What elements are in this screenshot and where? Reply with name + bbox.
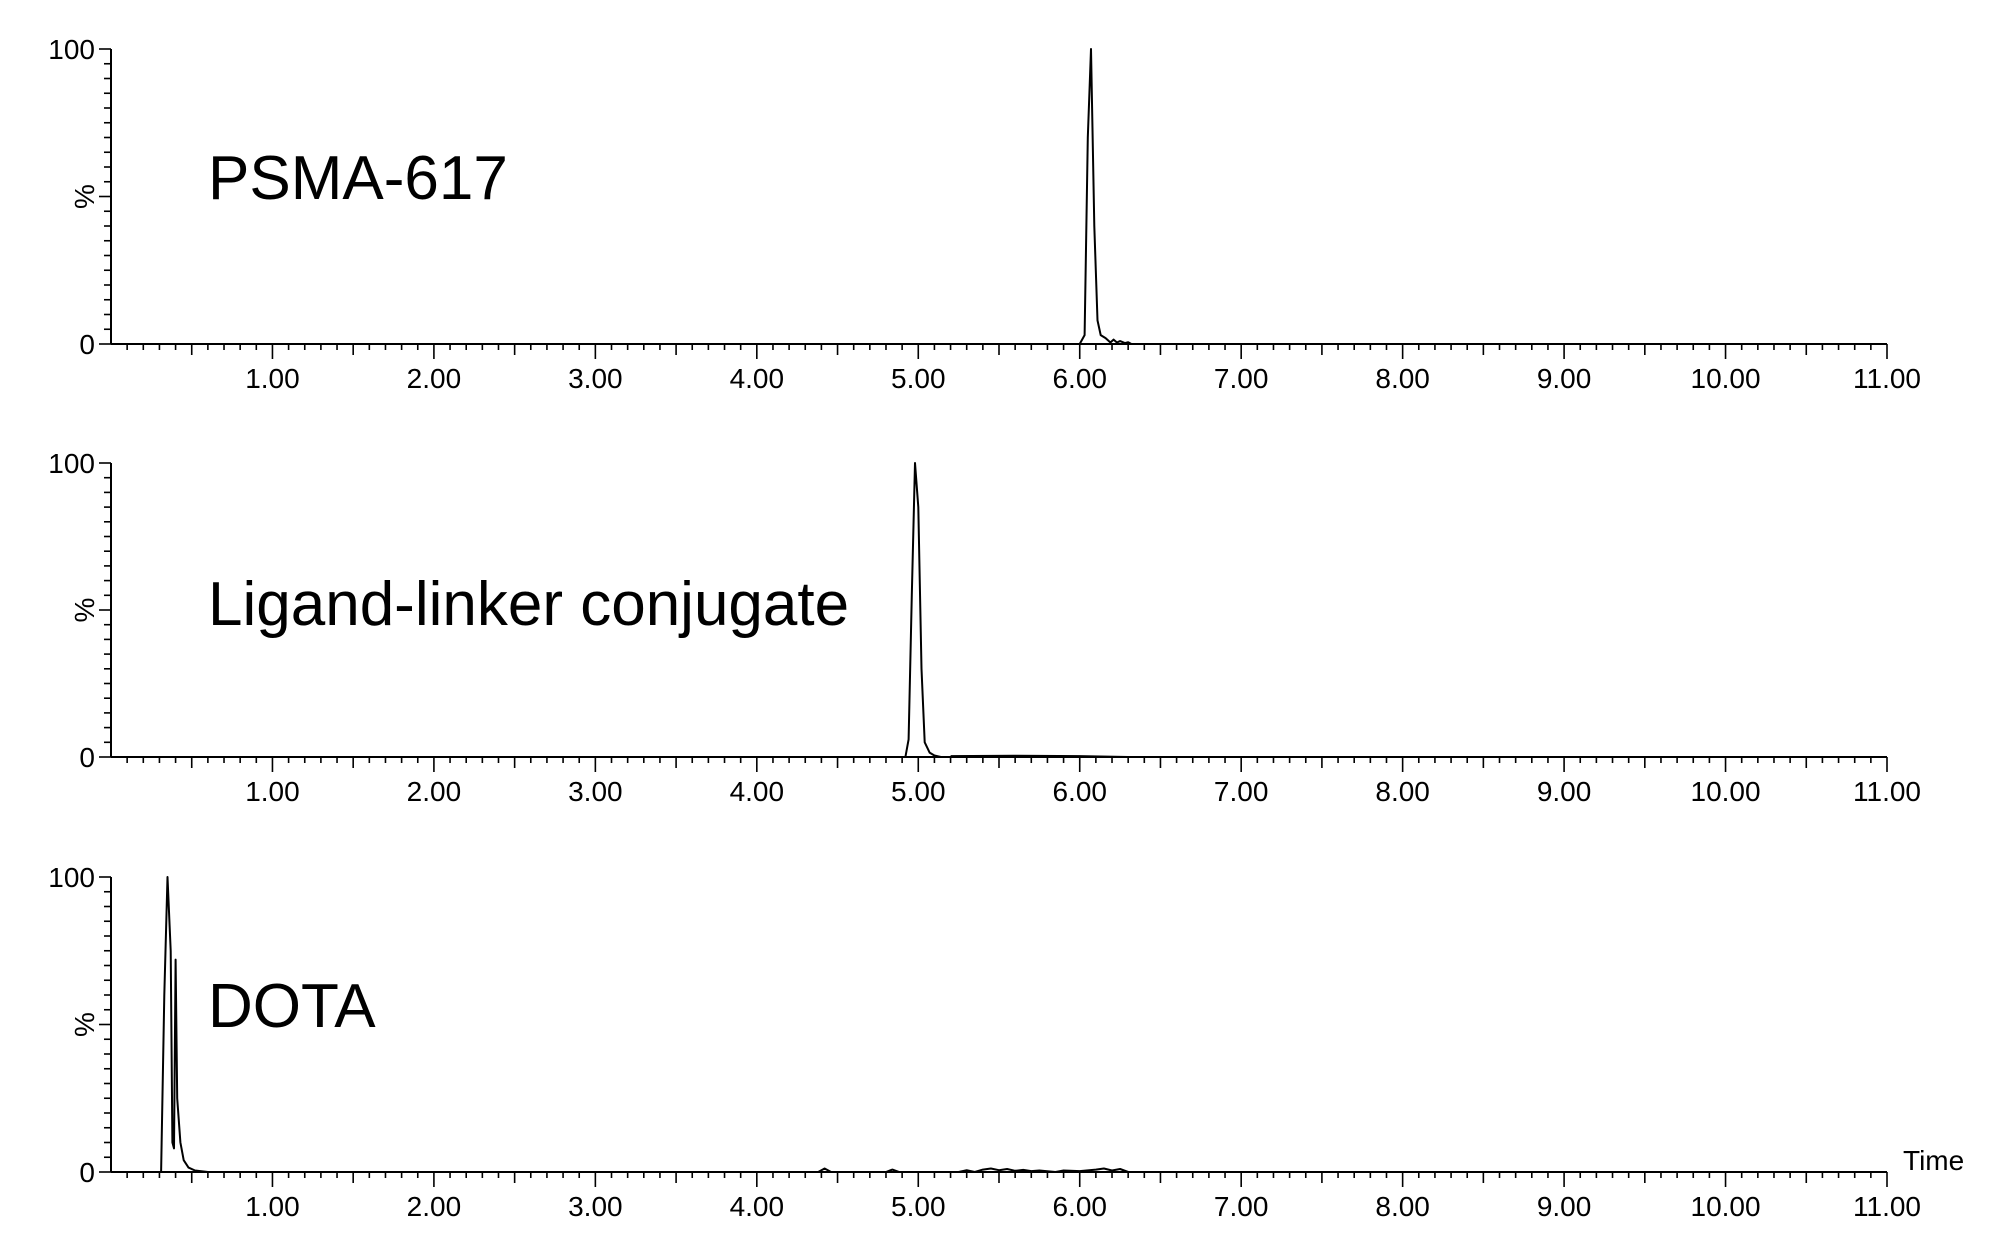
y-tick-label: 0 [79, 329, 95, 360]
x-tick-label: 6.00 [1052, 363, 1107, 394]
baseline-noise [950, 754, 1129, 758]
x-tick-label: 8.00 [1375, 1191, 1430, 1222]
y-tick-label: 0 [79, 742, 95, 773]
chromatogram-panel-1: 1.00 2.00 3.00 4.00 5.00 6.00 7.00 8.00 9.00 10.0… [48, 34, 1921, 394]
x-tick-label: 3.00 [568, 363, 623, 394]
y-axis-label: % [69, 1012, 100, 1037]
x-tick-label: 4.00 [730, 363, 785, 394]
y-tick-label: 100 [48, 862, 95, 893]
chromatogram-trace [111, 462, 1887, 758]
x-tick-label: 2.00 [407, 776, 462, 807]
x-tick-label: 10.00 [1691, 1191, 1761, 1222]
x-tick-label: 6.00 [1052, 776, 1107, 807]
x-tick-label: 5.00 [891, 776, 946, 807]
x-tick-label: 9.00 [1537, 776, 1592, 807]
x-tick-label: 7.00 [1214, 363, 1269, 394]
x-tick-label: 8.00 [1375, 776, 1430, 807]
x-tick-label: 5.00 [891, 1191, 946, 1222]
x-tick-label: 8.00 [1375, 363, 1430, 394]
x-tick-label: 10.00 [1691, 363, 1761, 394]
x-axis-label: Time [1903, 1145, 1964, 1176]
x-tick-label: 9.00 [1537, 363, 1592, 394]
x-tick-label: 6.00 [1052, 1191, 1107, 1222]
trace-title: DOTA [208, 972, 376, 1041]
chromatogram-trace [111, 876, 1887, 1173]
x-tick-label: 1.00 [245, 363, 300, 394]
x-tick-label: 1.00 [245, 776, 300, 807]
x-tick-label: 7.00 [1214, 1191, 1269, 1222]
x-tick-label: 2.00 [407, 363, 462, 394]
x-tick-label: 11.00 [1853, 1191, 1921, 1222]
x-tick-label: 10.00 [1691, 776, 1761, 807]
trace-title: PSMA-617 [208, 144, 508, 213]
x-tick-label: 3.00 [568, 776, 623, 807]
x-tick-label: 7.00 [1214, 776, 1269, 807]
trace-title: Ligand-linker conjugate [208, 570, 849, 639]
y-tick-label: 0 [79, 1157, 95, 1188]
x-tick-label: 4.00 [730, 776, 785, 807]
x-tick-label: 9.00 [1537, 1191, 1592, 1222]
x-tick-label: 2.00 [407, 1191, 462, 1222]
x-tick-label: 5.00 [891, 363, 946, 394]
chromatogram-panel-2: 1.00 2.00 3.00 4.00 5.00 6.00 7.00 8.00 9.00 10.0… [48, 448, 1921, 807]
chromatogram-trace [111, 48, 1887, 345]
x-tick-label: 1.00 [245, 1191, 300, 1222]
y-tick-label: 100 [48, 34, 95, 65]
y-axis-label: % [69, 598, 100, 623]
y-tick-label: 100 [48, 448, 95, 479]
chromatogram-panel-3: 1.00 2.00 3.00 4.00 5.00 6.00 7.00 8.00 9.00 10.0… [48, 862, 1964, 1222]
y-axis-label: % [69, 184, 100, 209]
x-tick-label: 4.00 [730, 1191, 785, 1222]
x-tick-label: 11.00 [1853, 363, 1921, 394]
x-tick-label: 3.00 [568, 1191, 623, 1222]
x-tick-label: 11.00 [1853, 776, 1921, 807]
